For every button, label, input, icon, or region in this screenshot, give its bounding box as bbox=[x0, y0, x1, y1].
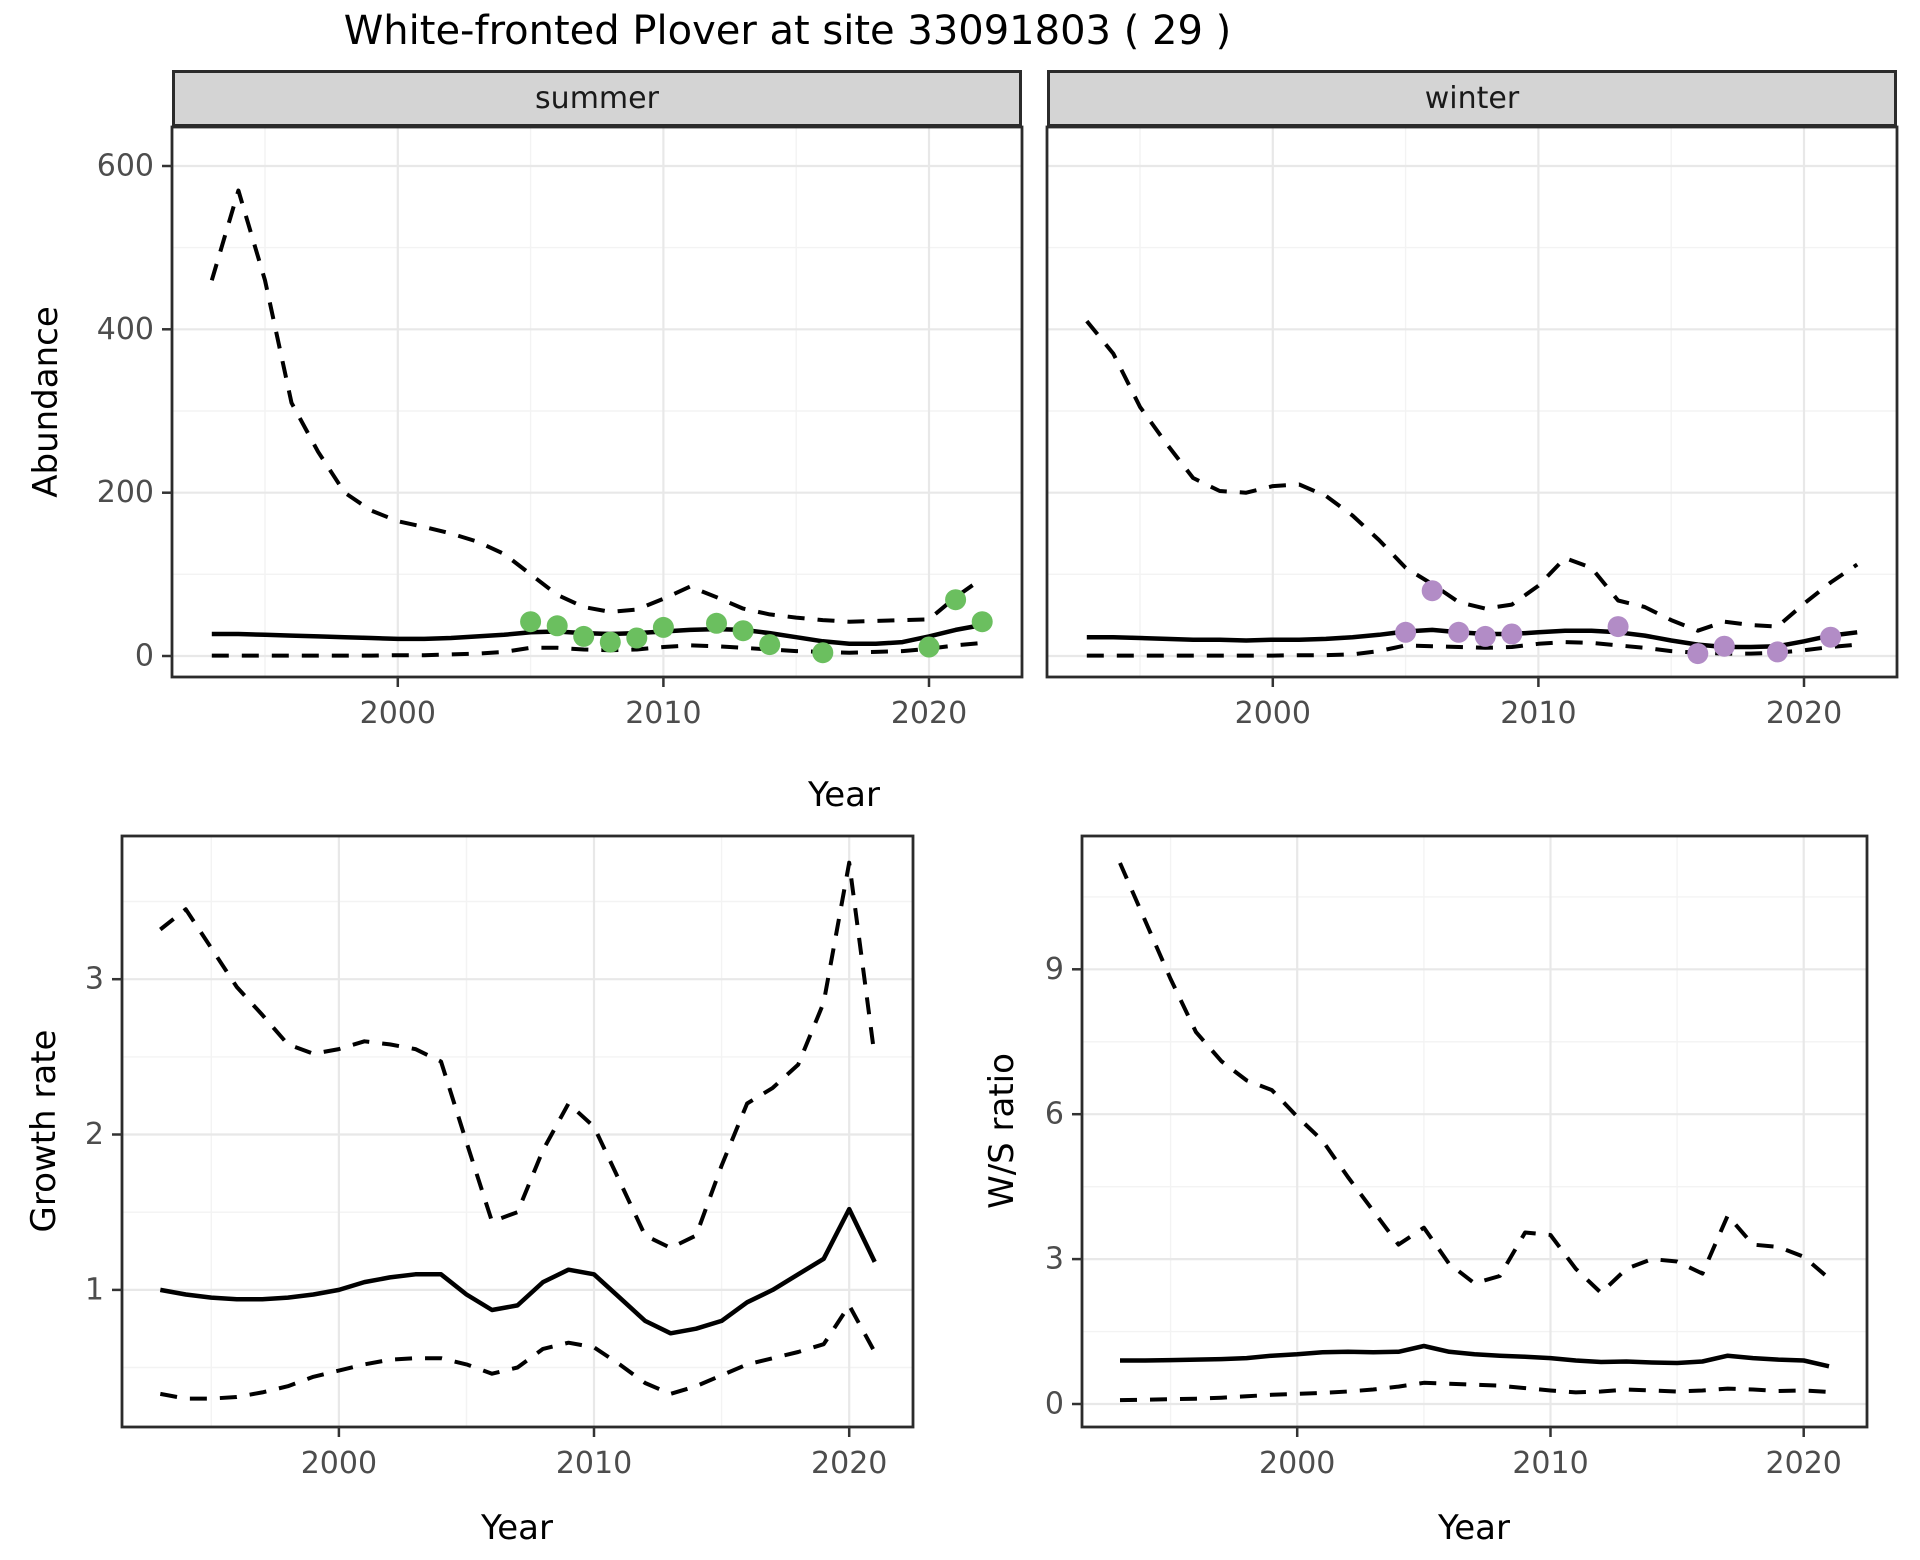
abundance-winter-panel-background bbox=[1047, 127, 1897, 677]
y-tick-label: 0 bbox=[135, 639, 154, 674]
chart-title: White-fronted Plover at site 33091803 ( … bbox=[343, 8, 1232, 54]
abundance-summer-data-point bbox=[812, 642, 834, 664]
abundance-winter-data-point bbox=[1421, 580, 1443, 602]
y-tick-label: 400 bbox=[97, 312, 154, 347]
abundance-summer-data-point bbox=[652, 616, 674, 638]
abundance-winter-data-point bbox=[1767, 641, 1788, 663]
y-tick-label: 1 bbox=[85, 1272, 104, 1307]
abundance-winter-data-point bbox=[1395, 621, 1417, 643]
abundance-summer-data-point bbox=[599, 631, 621, 653]
ws-ratio-mean-line bbox=[1120, 1343, 1830, 1369]
abundance-winter-data-point bbox=[1501, 623, 1523, 645]
abundance-winter-upper_ci-line bbox=[1085, 319, 1859, 633]
abundance-winter-data-point bbox=[1607, 616, 1629, 638]
abundance-summer-data-point bbox=[971, 611, 993, 633]
x-tick-label: 2010 bbox=[1500, 696, 1576, 731]
x-tick-label: 2000 bbox=[301, 1446, 377, 1481]
growth-rate-mean-line bbox=[159, 1206, 877, 1336]
abundance-summer-data-point bbox=[706, 612, 727, 634]
x-tick-label: 2000 bbox=[1259, 1446, 1335, 1481]
abundance-winter-data-point bbox=[1820, 626, 1842, 648]
abundance-summer-data-point bbox=[918, 636, 940, 658]
y-axis-title-abundance: Abundance bbox=[26, 306, 66, 498]
abundance-winter-panel-border bbox=[1045, 125, 1899, 679]
y-tick-label: 6 bbox=[1045, 1097, 1064, 1132]
y-tick-label: 3 bbox=[1045, 1242, 1064, 1277]
ws-ratio-panel-border bbox=[1080, 834, 1869, 1429]
x-tick-label: 2000 bbox=[1235, 696, 1311, 731]
facet-strip-winter: winter bbox=[1047, 70, 1897, 127]
abundance-winter-data-point bbox=[1687, 643, 1709, 665]
x-tick-label: 2020 bbox=[1766, 696, 1842, 731]
growth-rate-lower_ci-line bbox=[159, 1303, 877, 1401]
abundance-summer-data-point bbox=[573, 625, 595, 647]
x-tick-label: 2010 bbox=[1512, 1446, 1588, 1481]
growth-rate-panel-border bbox=[120, 834, 915, 1429]
abundance-summer-data-point bbox=[945, 589, 967, 611]
abundance-summer-data-point bbox=[520, 611, 542, 633]
y-tick-label: 600 bbox=[97, 149, 154, 184]
abundance-summer-data-point bbox=[732, 620, 754, 642]
y-tick-label: 2 bbox=[85, 1117, 104, 1152]
growth-rate-panel-background bbox=[122, 836, 913, 1427]
x-tick-label: 2010 bbox=[556, 1446, 632, 1481]
y-tick-label: 3 bbox=[85, 962, 104, 997]
y-axis-title-growth-rate: Growth rate bbox=[24, 1029, 64, 1233]
abundance-winter-data-layer bbox=[1085, 319, 1859, 665]
abundance-summer-upper_ci-line bbox=[209, 188, 984, 624]
facet-strip-summer-label: summer bbox=[535, 81, 659, 116]
abundance-summer-mean-line bbox=[211, 622, 983, 647]
abundance-summer-lower_ci-line bbox=[211, 640, 983, 658]
y-tick-label: 0 bbox=[1045, 1387, 1064, 1422]
x-tick-label: 2010 bbox=[625, 696, 701, 731]
growth-rate-upper_ci-line bbox=[159, 860, 877, 1250]
facet-strip-summer: summer bbox=[172, 70, 1022, 127]
abundance-summer-data-point bbox=[626, 627, 648, 649]
x-axis-title-year-ws: Year bbox=[1438, 1508, 1510, 1548]
facet-strip-winter-label: winter bbox=[1424, 81, 1520, 116]
y-axis-title-ws-ratio: W/S ratio bbox=[982, 1053, 1022, 1209]
abundance-summer-panel-background bbox=[172, 127, 1022, 677]
abundance-winter-data-point bbox=[1474, 625, 1496, 647]
x-axis-title-year-growth: Year bbox=[481, 1508, 553, 1548]
x-tick-label: 2020 bbox=[1766, 1446, 1842, 1481]
abundance-summer-data-point bbox=[546, 615, 568, 637]
x-tick-label: 2000 bbox=[360, 696, 436, 731]
y-tick-label: 9 bbox=[1045, 952, 1064, 987]
abundance-winter-data-point bbox=[1713, 635, 1735, 657]
ws-ratio-upper_ci-line bbox=[1118, 862, 1831, 1295]
abundance-summer-data-point bbox=[759, 634, 781, 656]
ws-ratio-data-layer bbox=[1118, 862, 1831, 1403]
abundance-summer-data-layer bbox=[209, 188, 993, 664]
growth-rate-data-layer bbox=[159, 860, 877, 1401]
ws-ratio-panel-background bbox=[1082, 836, 1867, 1427]
abundance-summer-panel-border bbox=[170, 125, 1024, 679]
abundance-winter-data-point bbox=[1448, 621, 1470, 643]
x-tick-label: 2020 bbox=[811, 1446, 887, 1481]
y-tick-label: 200 bbox=[97, 475, 154, 510]
x-axis-title-year-top: Year bbox=[808, 775, 880, 815]
x-tick-label: 2020 bbox=[891, 696, 967, 731]
